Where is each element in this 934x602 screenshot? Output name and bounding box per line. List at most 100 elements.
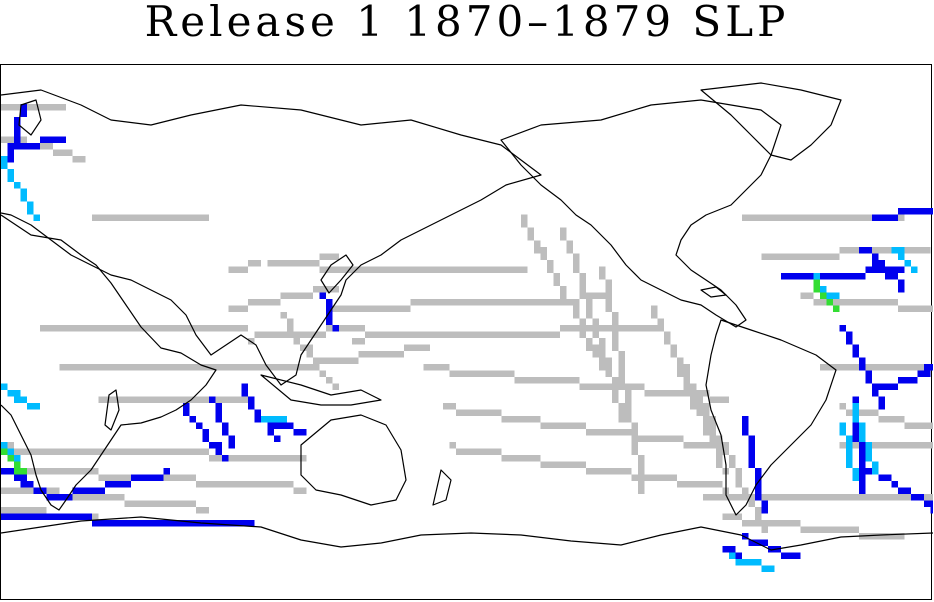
observation-cell bbox=[625, 396, 632, 403]
observation-cell bbox=[313, 357, 320, 364]
observation-cell bbox=[235, 396, 242, 403]
coastline-australia bbox=[300, 414, 407, 506]
observation-cell bbox=[547, 331, 554, 338]
observation-cell bbox=[820, 214, 827, 221]
observation-cell bbox=[410, 331, 417, 338]
observation-cell bbox=[631, 442, 638, 449]
observation-cell bbox=[800, 253, 807, 260]
observation-cell bbox=[631, 429, 638, 436]
observation-cell bbox=[241, 481, 248, 488]
observation-cell bbox=[722, 513, 729, 520]
observation-cell bbox=[72, 468, 79, 475]
observation-cell bbox=[248, 481, 255, 488]
observation-cell bbox=[72, 325, 79, 332]
observation-cell bbox=[586, 299, 593, 306]
observation-cell bbox=[358, 338, 365, 345]
observation-cell bbox=[66, 494, 73, 501]
observation-cell bbox=[7, 156, 14, 163]
observation-cell bbox=[924, 494, 931, 501]
observation-cell bbox=[495, 331, 502, 338]
observation-cell bbox=[527, 331, 534, 338]
observation-cell bbox=[261, 331, 268, 338]
observation-cell bbox=[527, 234, 534, 241]
observation-cell bbox=[547, 260, 554, 267]
observation-cell bbox=[98, 487, 105, 494]
observation-cell bbox=[202, 435, 209, 442]
observation-cell bbox=[241, 383, 248, 390]
observation-cell bbox=[274, 299, 281, 306]
observation-cell bbox=[579, 286, 586, 293]
observation-cell bbox=[833, 299, 840, 306]
observation-cell bbox=[157, 325, 164, 332]
observation-cell bbox=[404, 331, 411, 338]
observation-cell bbox=[274, 331, 281, 338]
observation-cell bbox=[852, 468, 859, 475]
observation-cell bbox=[287, 364, 294, 371]
observation-cell bbox=[46, 468, 53, 475]
observation-cell bbox=[501, 370, 508, 377]
observation-cell bbox=[274, 260, 281, 267]
observation-cell bbox=[189, 214, 196, 221]
observation-cell bbox=[332, 325, 339, 332]
observation-cell bbox=[495, 448, 502, 455]
observation-cell bbox=[813, 273, 820, 280]
observation-cell bbox=[820, 494, 827, 501]
observation-cell bbox=[670, 435, 677, 442]
observation-cell bbox=[53, 448, 60, 455]
observation-cell bbox=[33, 513, 40, 520]
observation-cell bbox=[72, 156, 79, 163]
observation-cell bbox=[820, 286, 827, 293]
observation-cell bbox=[79, 325, 86, 332]
observation-cell bbox=[391, 331, 398, 338]
observation-cell bbox=[599, 273, 606, 280]
observation-cell bbox=[625, 325, 632, 332]
observation-cell bbox=[690, 390, 697, 397]
observation-cell bbox=[248, 396, 255, 403]
observation-cell bbox=[423, 299, 430, 306]
observation-cell bbox=[696, 396, 703, 403]
observation-cell bbox=[898, 247, 905, 254]
observation-cell bbox=[150, 520, 157, 527]
observation-cell bbox=[462, 370, 469, 377]
observation-cell bbox=[787, 552, 794, 559]
observation-cell bbox=[443, 403, 450, 410]
observation-cell bbox=[878, 260, 885, 267]
observation-cell bbox=[553, 279, 560, 286]
observation-cell bbox=[33, 468, 40, 475]
observation-cell bbox=[605, 279, 612, 286]
observation-cell bbox=[85, 468, 92, 475]
observation-cell bbox=[599, 292, 606, 299]
observation-cell bbox=[436, 331, 443, 338]
observation-cell bbox=[865, 364, 872, 371]
observation-cell bbox=[14, 487, 21, 494]
observation-cell bbox=[917, 422, 924, 429]
observation-cell bbox=[293, 455, 300, 462]
observation-cell bbox=[202, 364, 209, 371]
observation-cell bbox=[690, 383, 697, 390]
observation-cell bbox=[683, 390, 690, 397]
observation-cell bbox=[891, 416, 898, 423]
observation-cell bbox=[807, 494, 814, 501]
observation-cell bbox=[118, 474, 125, 481]
observation-cell bbox=[859, 273, 866, 280]
observation-cell bbox=[456, 409, 463, 416]
observation-cell bbox=[1, 513, 8, 520]
observation-cell bbox=[1, 156, 8, 163]
observation-cell bbox=[118, 481, 125, 488]
observation-cell bbox=[20, 396, 27, 403]
observation-cell bbox=[20, 481, 27, 488]
observation-cell bbox=[794, 552, 801, 559]
observation-cell bbox=[449, 442, 456, 449]
observation-cell bbox=[150, 448, 157, 455]
observation-cell bbox=[488, 331, 495, 338]
observation-cell bbox=[111, 494, 118, 501]
observation-cell bbox=[605, 292, 612, 299]
observation-cell bbox=[150, 325, 157, 332]
observation-cell bbox=[885, 494, 892, 501]
observation-cell bbox=[469, 370, 476, 377]
observation-cell bbox=[911, 247, 918, 254]
observation-cell bbox=[709, 422, 716, 429]
observation-cell bbox=[482, 266, 489, 273]
observation-cell bbox=[612, 390, 619, 397]
observation-cell bbox=[280, 416, 287, 423]
